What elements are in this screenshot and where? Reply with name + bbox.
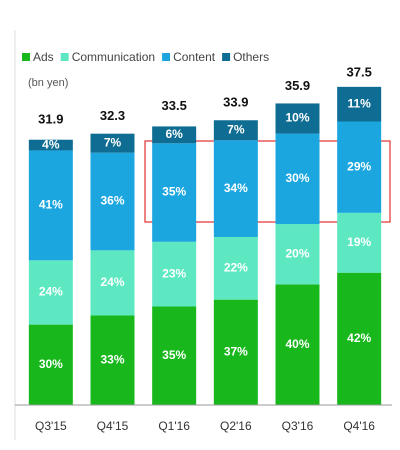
bar-segment	[90, 250, 135, 316]
segment-label: 7%	[104, 135, 122, 149]
bar-segment	[337, 272, 382, 405]
bar-segment	[28, 324, 73, 405]
segment-label: 33%	[100, 352, 124, 366]
legend-label: Others	[233, 50, 269, 64]
bar-segment	[152, 126, 197, 144]
bar-segment	[28, 139, 73, 151]
bar-segment	[213, 236, 258, 300]
x-tick-label: Q4'15	[97, 419, 129, 433]
segment-label: 41%	[39, 198, 63, 212]
total-label: 33.9	[223, 95, 248, 110]
segment-label: 22%	[224, 260, 248, 274]
bar-segment	[213, 299, 258, 405]
unit-label: (bn yen)	[28, 77, 68, 89]
segment-label: 19%	[347, 235, 371, 249]
segment-label: 42%	[347, 331, 371, 345]
x-tick-label: Q2'16	[220, 419, 252, 433]
segment-label: 20%	[285, 246, 309, 260]
segment-label: 23%	[162, 266, 186, 280]
segment-label: 6%	[165, 127, 183, 141]
bar-segment	[213, 140, 258, 237]
segment-label: 24%	[100, 275, 124, 289]
highlight-box	[144, 140, 391, 223]
bar-segment	[337, 212, 382, 273]
bar-segment	[152, 241, 197, 307]
total-label: 31.9	[38, 111, 63, 126]
segment-label: 24%	[39, 285, 63, 299]
segment-label: 7%	[227, 122, 245, 136]
total-label: 35.9	[285, 78, 310, 93]
segment-label: 30%	[39, 357, 63, 371]
bar-segment	[275, 224, 320, 285]
x-tick-label: Q1'16	[158, 419, 190, 433]
bar-segment	[152, 143, 197, 242]
segment-label: 4%	[42, 137, 60, 151]
bar-segment	[90, 152, 135, 251]
bar-segment	[337, 121, 382, 213]
legend-label: Communication	[72, 50, 155, 64]
bar-segment	[28, 260, 73, 325]
segment-label: 29%	[347, 159, 371, 173]
bar-segment	[275, 103, 320, 134]
bar-segment	[213, 120, 258, 141]
total-label: 32.3	[100, 108, 125, 123]
bar-segment	[337, 86, 382, 122]
x-tick-label: Q3'15	[35, 419, 67, 433]
segment-label: 34%	[224, 181, 248, 195]
total-label: 33.5	[162, 98, 187, 113]
legend-label: Content	[173, 50, 216, 64]
segment-label: 40%	[285, 337, 309, 351]
bar-segment	[152, 306, 197, 405]
x-tick-label: Q4'16	[343, 419, 375, 433]
bar-segment	[28, 150, 73, 261]
total-label: 37.5	[347, 64, 372, 79]
x-tick-label: Q3'16	[282, 419, 314, 433]
segment-label: 35%	[162, 348, 186, 362]
legend-swatch	[222, 53, 231, 61]
legend-label: Ads	[33, 50, 54, 64]
segment-label: 30%	[285, 171, 309, 185]
legend-swatch	[162, 53, 171, 61]
segment-label: 35%	[162, 185, 186, 199]
segment-label: 11%	[347, 96, 371, 110]
bar-segment	[90, 315, 135, 405]
segment-label: 37%	[224, 344, 248, 358]
segment-label: 36%	[100, 194, 124, 208]
bar-segment	[90, 133, 135, 153]
legend-swatch	[22, 53, 30, 61]
legend-swatch	[60, 53, 69, 61]
bar-segment	[275, 284, 320, 405]
bar-segment	[275, 133, 320, 225]
segment-label: 10%	[285, 111, 309, 125]
